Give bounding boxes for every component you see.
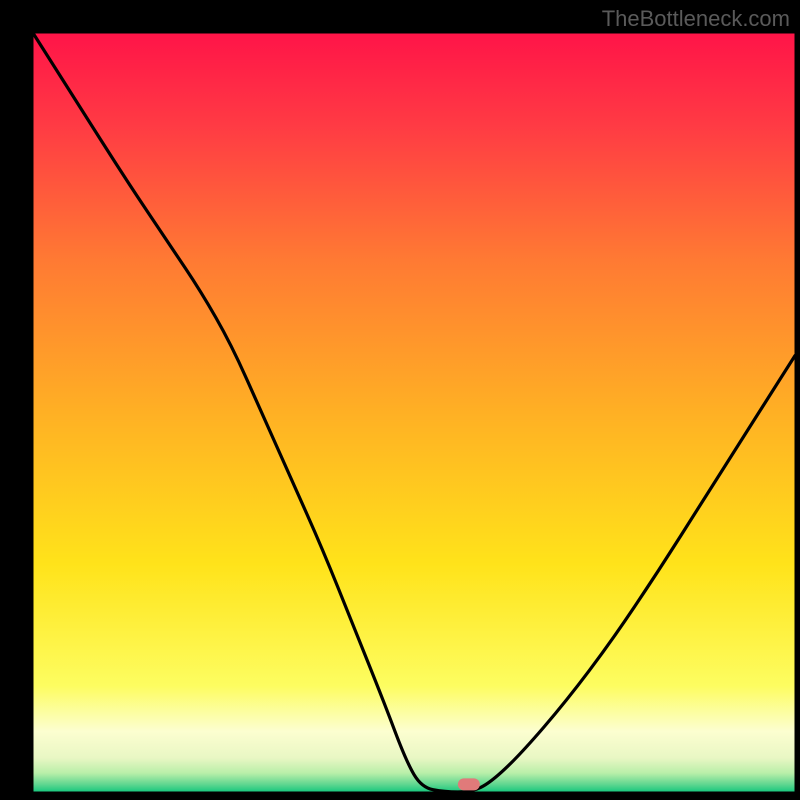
bottleneck-chart	[0, 0, 800, 800]
gradient-background	[33, 33, 795, 792]
chart-container: TheBottleneck.com	[0, 0, 800, 800]
minimum-marker	[458, 778, 480, 790]
